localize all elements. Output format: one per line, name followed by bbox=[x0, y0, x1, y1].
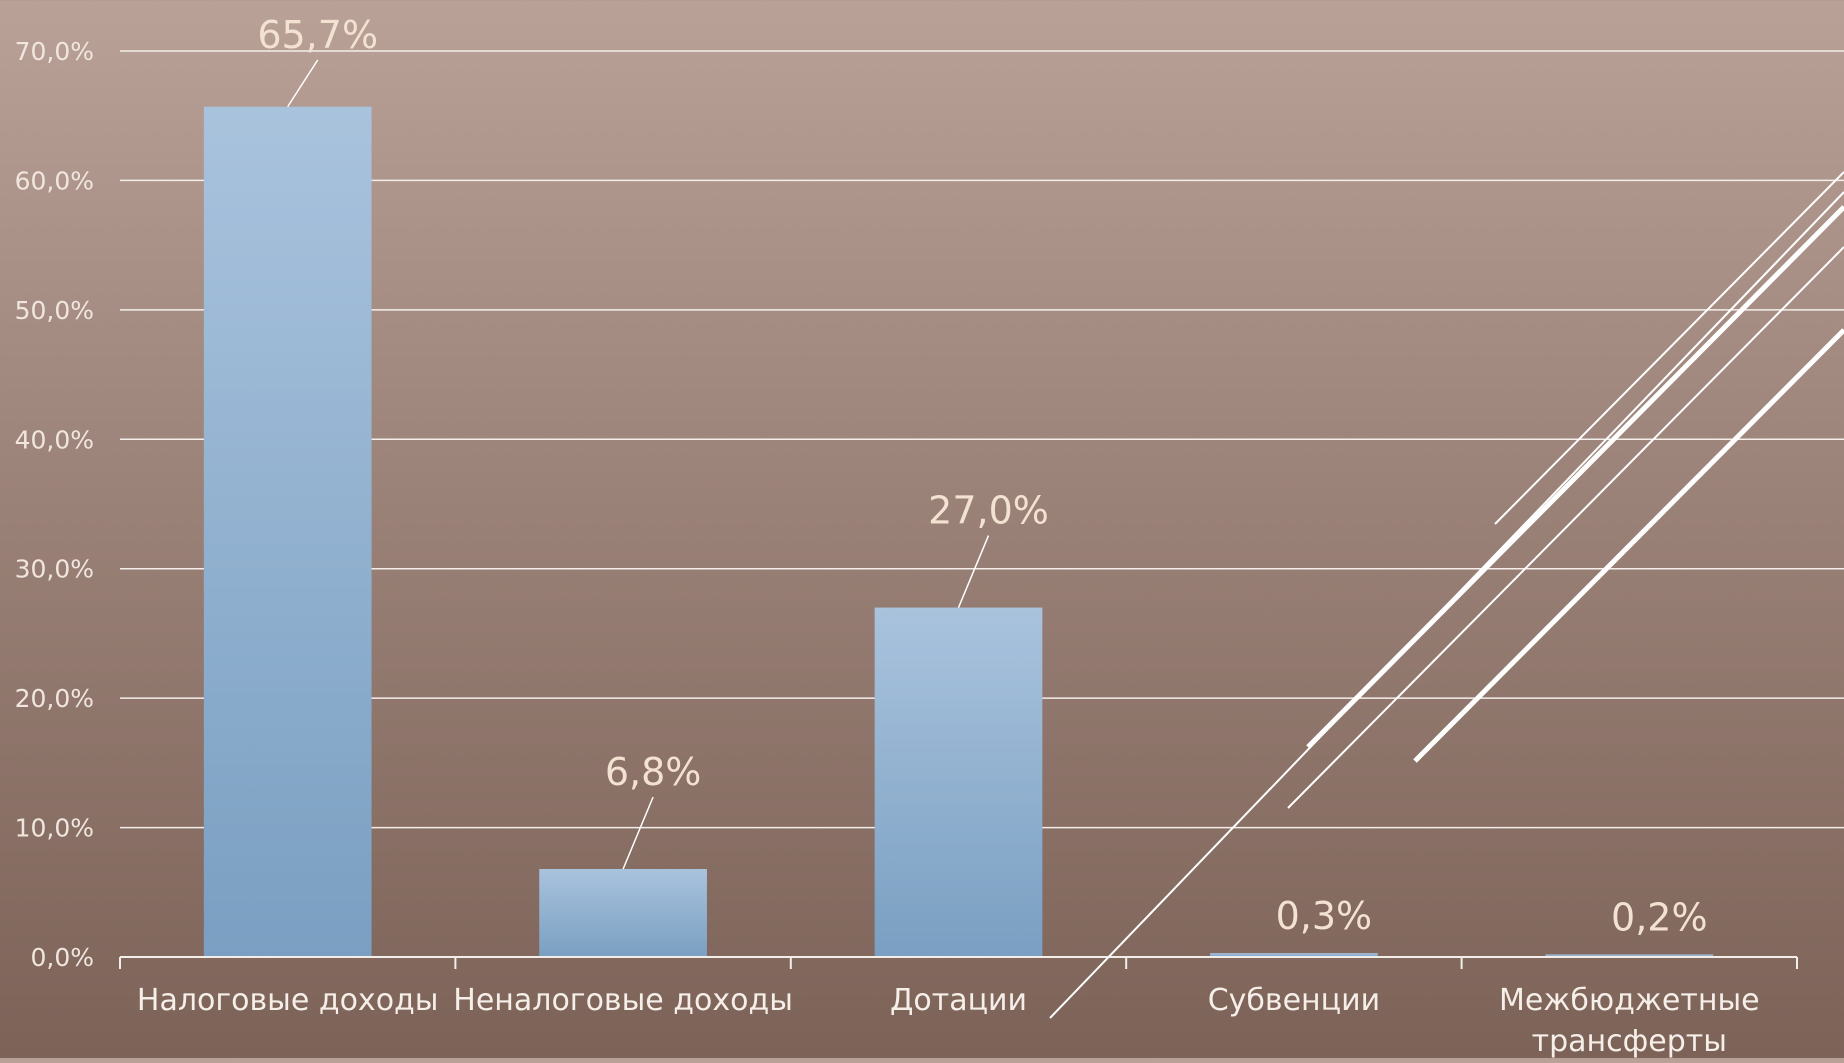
bar bbox=[1545, 954, 1714, 957]
decorative-line bbox=[1413, 328, 1844, 763]
data-label-leader bbox=[622, 796, 654, 870]
data-label: 65,7% bbox=[257, 13, 378, 57]
y-tick-label: 70,0% bbox=[15, 37, 94, 66]
gridlines bbox=[120, 50, 1844, 829]
y-tick-label: 60,0% bbox=[15, 166, 94, 195]
decorative-lines bbox=[1049, 171, 1844, 1019]
data-label: 0,2% bbox=[1611, 895, 1708, 939]
data-label-leader bbox=[957, 535, 990, 608]
data-label: 27,0% bbox=[928, 489, 1049, 533]
data-label: 6,8% bbox=[605, 750, 702, 794]
decorative-line bbox=[1287, 246, 1844, 809]
category-label: Субвенции bbox=[1208, 983, 1380, 1018]
category-label: Неналоговые доходы bbox=[453, 983, 793, 1018]
decorative-line bbox=[1049, 191, 1844, 1019]
y-tick-label: 20,0% bbox=[15, 684, 94, 713]
data-labels: 65,7% 6,8% 27,0% 0,3% 0,2% bbox=[257, 13, 1707, 939]
bar bbox=[203, 106, 372, 957]
decorative-line bbox=[1494, 171, 1844, 525]
category-label: Межбюджетные bbox=[1499, 983, 1760, 1018]
bar bbox=[539, 868, 707, 957]
y-tick-label: 10,0% bbox=[15, 814, 94, 843]
data-label-leader bbox=[287, 59, 319, 108]
y-tick-label: 0,0% bbox=[30, 943, 94, 972]
y-tick-label: 40,0% bbox=[15, 425, 94, 454]
bar bbox=[1210, 953, 1378, 957]
category-label: трансферты bbox=[1532, 1024, 1727, 1058]
bars bbox=[203, 106, 1714, 957]
category-label: Налоговые доходы bbox=[137, 983, 439, 1018]
data-label: 0,3% bbox=[1276, 894, 1373, 938]
category-label: Дотации bbox=[890, 983, 1027, 1018]
bar bbox=[874, 607, 1043, 957]
y-tick-label: 50,0% bbox=[15, 296, 94, 325]
y-tick-label: 30,0% bbox=[15, 555, 94, 584]
y-axis: 0,0% 10,0% 20,0% 30,0% 40,0% 50,0% 60,0% 70,0% bbox=[15, 37, 94, 972]
x-axis: Налоговые доходы Неналоговые доходы Дотаци… bbox=[119, 956, 1798, 1059]
